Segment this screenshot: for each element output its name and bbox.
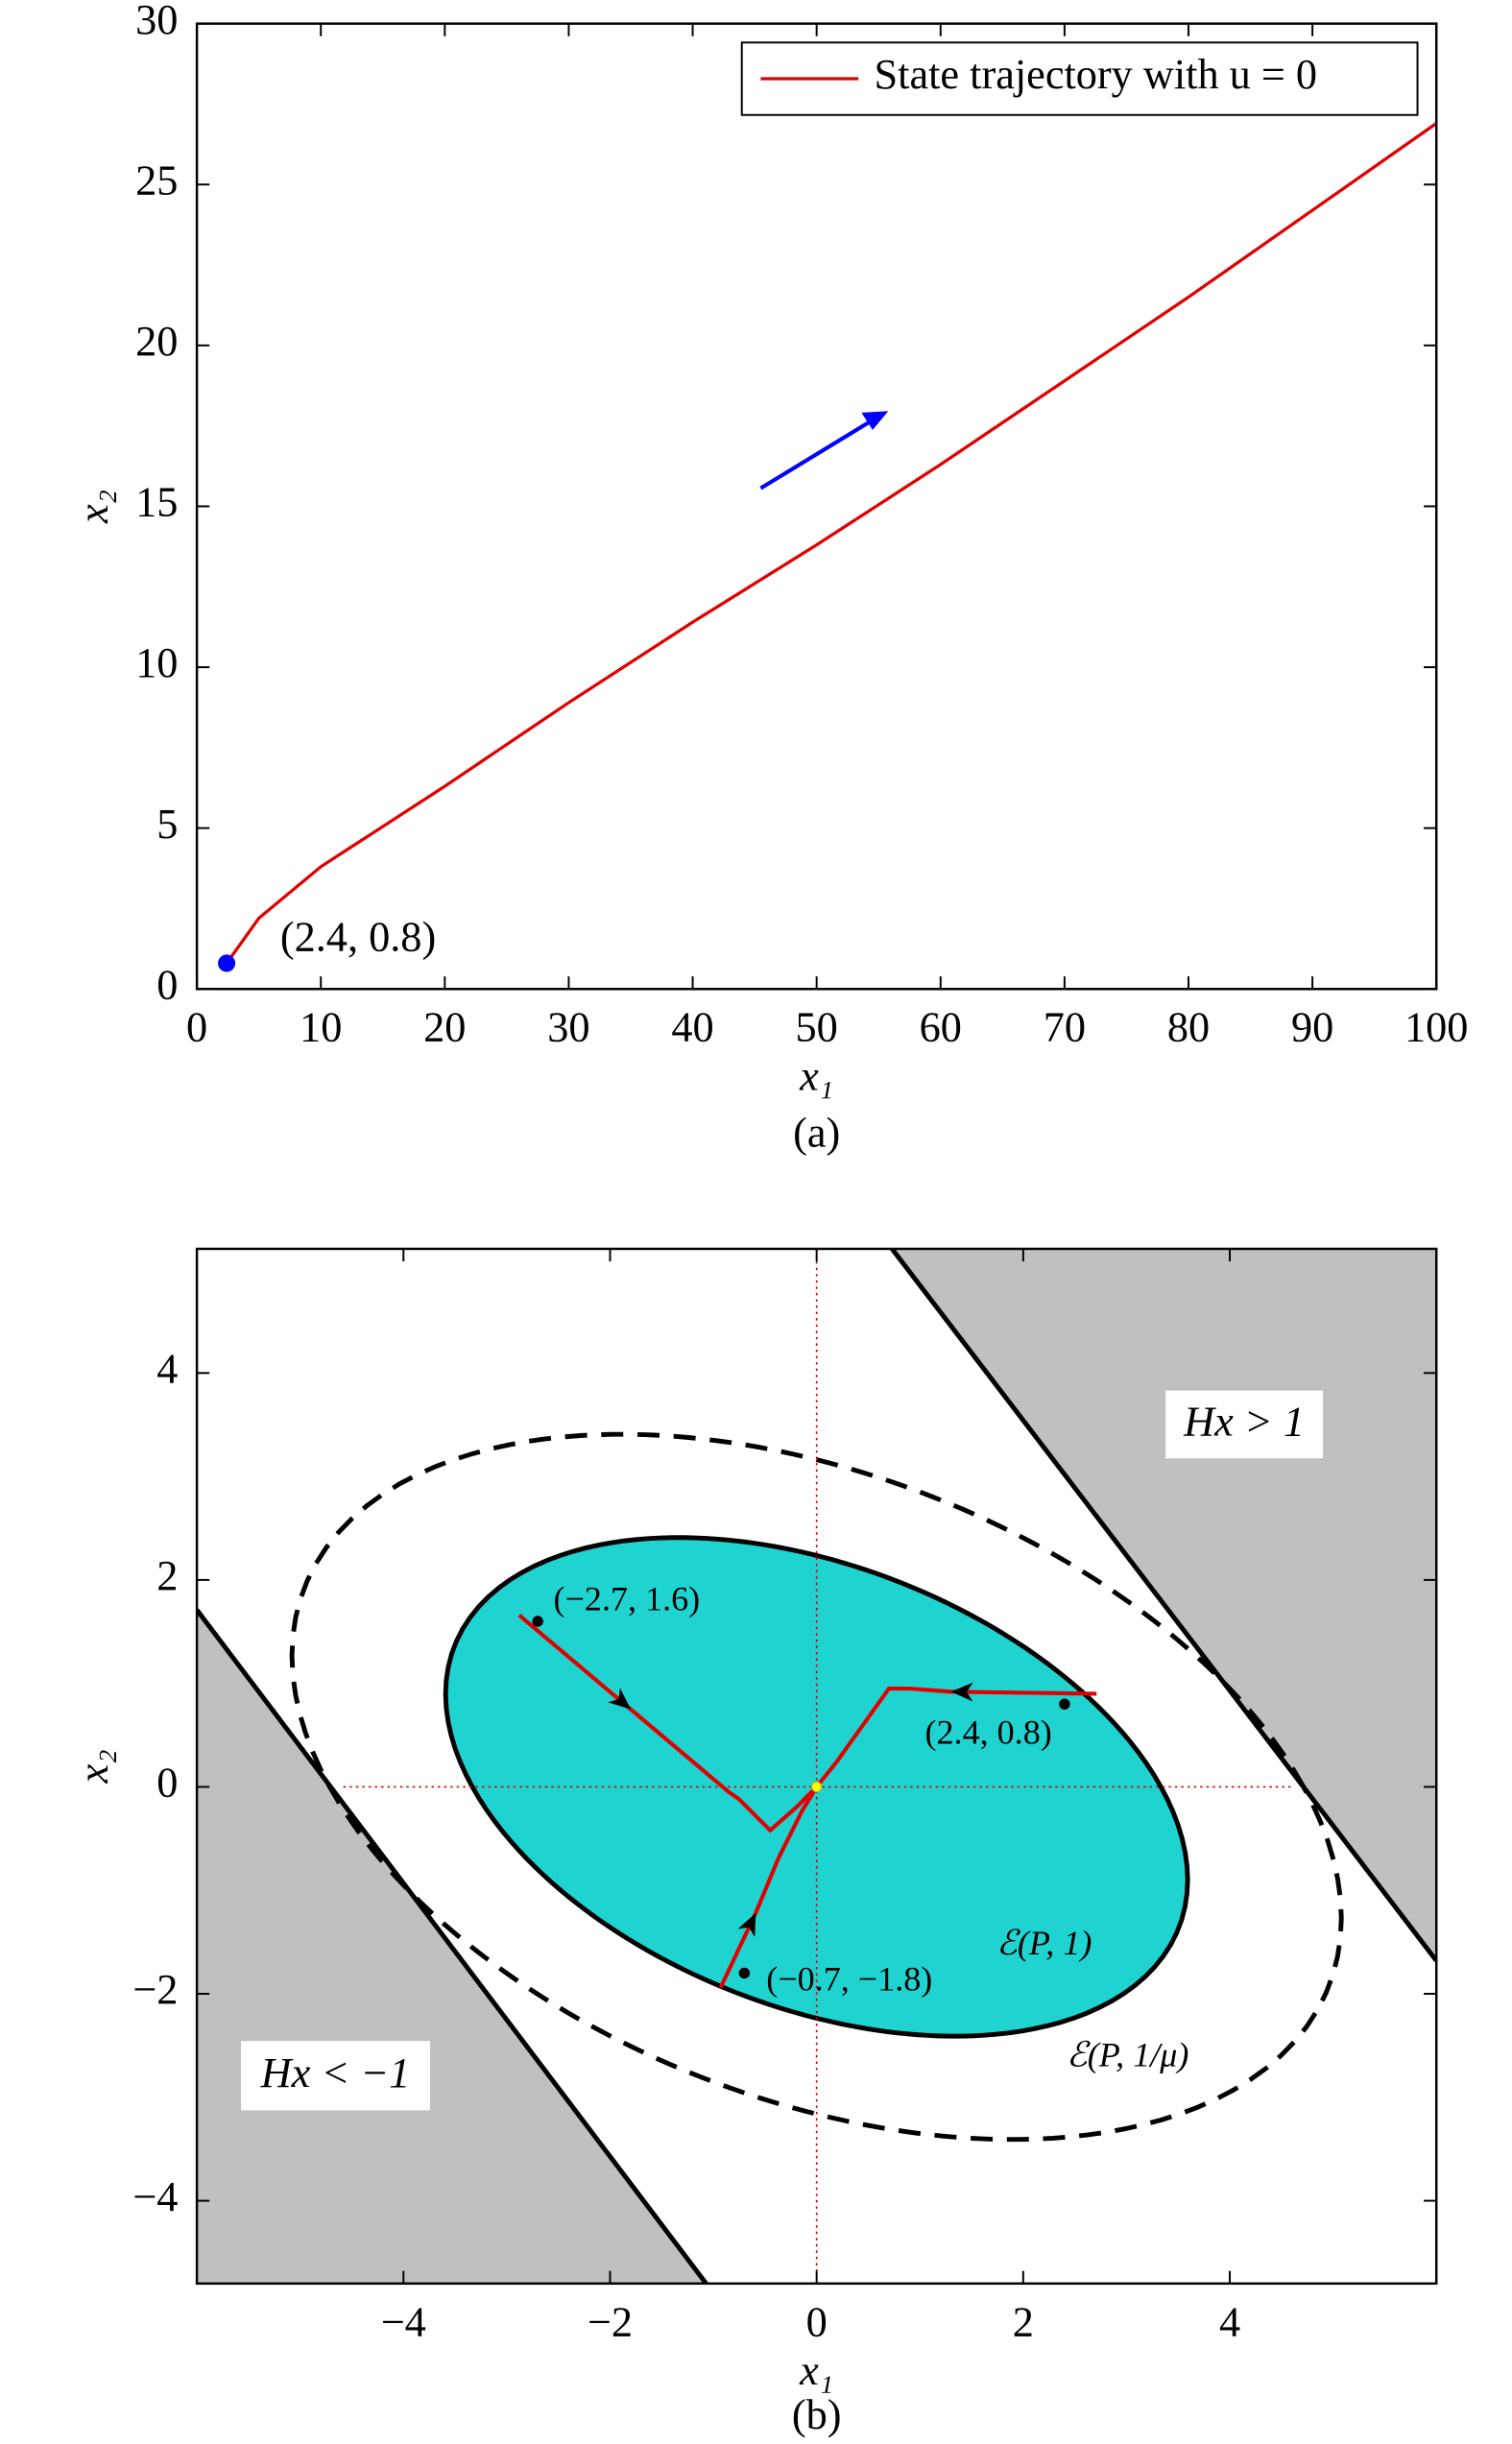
x-axis-label: x₁ xyxy=(799,2347,833,2394)
x-tick-label: −4 xyxy=(381,2298,426,2345)
y-tick-label: 30 xyxy=(135,0,178,43)
y-tick-label: 15 xyxy=(135,479,178,526)
x-tick-label: 30 xyxy=(547,1004,589,1051)
start-point-label: (2.4, 0.8) xyxy=(280,914,436,961)
initial-point xyxy=(532,1616,543,1627)
y-axis-label: x₂ xyxy=(70,490,117,524)
initial-point-label: (2.4, 0.8) xyxy=(924,1713,1051,1751)
initial-point xyxy=(1059,1698,1070,1710)
x-tick-label: 60 xyxy=(920,1004,962,1051)
x-tick-label: 20 xyxy=(423,1004,466,1051)
trajectory xyxy=(815,1687,1097,1788)
x-tick-label: 70 xyxy=(1044,1004,1086,1051)
direction-arrow xyxy=(759,419,871,491)
trajectory-arrowhead xyxy=(737,1912,756,1937)
y-tick-label: 10 xyxy=(135,639,178,686)
y-tick-label: 0 xyxy=(156,961,178,1008)
region-label: Hx < −1 xyxy=(260,2049,411,2097)
ellipse-label: ℰ(P, 1) xyxy=(996,1924,1092,1962)
start-point xyxy=(218,954,236,972)
x-axis-label: x₁ xyxy=(799,1053,833,1100)
region-boundary xyxy=(890,1248,1437,1963)
plot-frame xyxy=(195,22,1438,991)
x-tick-label: −2 xyxy=(588,2298,633,2345)
trajectory xyxy=(517,1613,819,1833)
y-tick-label: 25 xyxy=(135,156,178,204)
initial-point xyxy=(738,1967,751,1979)
x-tick-label: 10 xyxy=(300,1004,342,1051)
trajectory-arrowhead xyxy=(608,1688,631,1710)
region-label-box xyxy=(241,2041,430,2111)
initial-point-label: (−2.7, 1.6) xyxy=(554,1580,701,1618)
x-tick-label: 50 xyxy=(796,1004,838,1051)
figure-layer xyxy=(759,411,889,491)
x-tick-label: 40 xyxy=(671,1004,713,1051)
direction-arrowhead xyxy=(861,411,889,430)
x-tick-label: 90 xyxy=(1291,1004,1333,1051)
x-tick-label: 2 xyxy=(1013,2298,1034,2345)
y-axis-label: x₂ xyxy=(70,1749,117,1784)
x-tick-label: 100 xyxy=(1404,1004,1468,1051)
y-tick-label: −4 xyxy=(132,2173,178,2220)
y-tick-label: 20 xyxy=(135,318,178,365)
trajectory xyxy=(718,1785,819,1989)
trajectory-arrowhead xyxy=(950,1682,973,1702)
y-tick-label: 4 xyxy=(156,1345,178,1392)
region-label: Hx > 1 xyxy=(1183,1399,1305,1446)
legend-label: State trajectory with u = 0 xyxy=(875,51,1318,98)
region-label-box xyxy=(1165,1390,1324,1459)
ellipse-label: ℰ(P, 1/μ) xyxy=(1067,2036,1188,2074)
caption: (b) xyxy=(792,2391,842,2438)
y-tick-label: 0 xyxy=(156,1760,178,1807)
initial-point-label: (−0.7, −1.8) xyxy=(766,1960,932,1999)
x-tick-label: 80 xyxy=(1167,1004,1210,1051)
x-tick-label: 4 xyxy=(1219,2298,1240,2345)
y-tick-label: −2 xyxy=(132,1966,178,2013)
caption: (a) xyxy=(793,1110,840,1157)
trajectory-line xyxy=(225,122,1438,965)
origin xyxy=(811,1781,823,1793)
ellipse xyxy=(289,1431,1344,2143)
y-tick-label: 2 xyxy=(156,1552,178,1599)
x-tick-label: 0 xyxy=(186,1004,207,1051)
y-tick-label: 5 xyxy=(156,801,178,848)
region-boundary xyxy=(197,1608,708,2284)
x-tick-label: 0 xyxy=(806,2298,828,2345)
